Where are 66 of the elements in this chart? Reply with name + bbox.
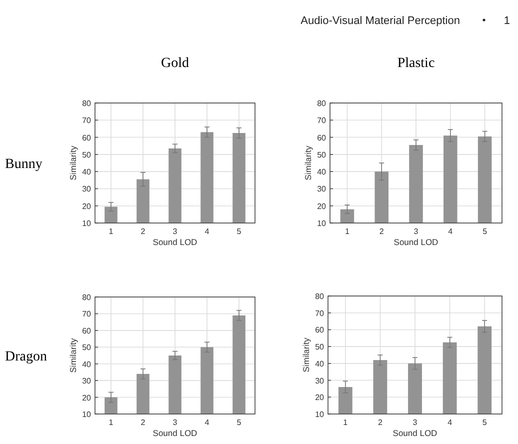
y-tick-label: 10 <box>82 410 92 419</box>
y-tick-label: 60 <box>317 133 327 142</box>
y-tick-label: 10 <box>82 219 92 228</box>
x-tick-label: 5 <box>236 418 242 427</box>
x-tick-label: 1 <box>344 227 350 236</box>
x-tick-label: 5 <box>482 418 488 427</box>
y-tick-label: 50 <box>317 150 327 160</box>
y-tick-label: 40 <box>82 168 92 177</box>
y-tick-label: 20 <box>315 393 325 402</box>
x-tick-label: 4 <box>204 418 210 427</box>
y-tick-label: 80 <box>82 99 92 108</box>
y-tick-label: 20 <box>82 393 92 402</box>
chart-title: Gold <box>161 56 189 71</box>
x-tick-label: 2 <box>140 418 146 427</box>
x-tick-label: 2 <box>378 418 383 427</box>
y-tick-label: 40 <box>82 360 92 369</box>
y-tick-label: 60 <box>82 133 92 142</box>
text: 1 <box>504 15 510 27</box>
y-tick-label: 10 <box>315 410 325 419</box>
x-tick-label: 2 <box>379 227 384 236</box>
x-axis-title: Sound LOD <box>392 428 438 438</box>
x-tick-label: 1 <box>108 227 114 236</box>
x-tick-label: 5 <box>236 227 242 236</box>
y-tick-label: 40 <box>315 359 325 368</box>
x-tick-label: 3 <box>172 227 178 236</box>
x-tick-label: 3 <box>172 418 178 427</box>
y-axis-title: Similarity <box>303 145 313 180</box>
x-tick-label: 3 <box>412 418 418 427</box>
y-tick-label: 80 <box>315 292 325 301</box>
y-tick-label: 30 <box>82 184 92 194</box>
x-tick-label: 5 <box>482 227 488 236</box>
y-tick-label: 50 <box>315 342 325 352</box>
x-tick-label: 4 <box>448 227 454 236</box>
y-tick-label: 70 <box>315 308 325 318</box>
y-tick-label: 60 <box>315 326 325 335</box>
y-axis-title: Similarity <box>68 145 78 180</box>
y-tick-label: 80 <box>317 99 327 108</box>
text: Bunny <box>5 157 42 172</box>
y-tick-label: 20 <box>317 202 327 211</box>
y-tick-label: 70 <box>82 310 92 319</box>
x-tick-label: 4 <box>204 227 210 236</box>
y-tick-label: 40 <box>317 168 327 177</box>
y-tick-label: 30 <box>315 376 325 386</box>
y-tick-label: 50 <box>82 150 92 160</box>
x-tick-label: 3 <box>414 227 419 236</box>
y-tick-label: 70 <box>82 116 92 126</box>
y-tick-label: 30 <box>317 184 327 194</box>
y-axis-title: Similarity <box>68 338 78 373</box>
x-tick-label: 2 <box>140 227 146 236</box>
y-tick-label: 70 <box>317 116 327 126</box>
x-tick-label: 1 <box>343 418 348 427</box>
chart-title: Plastic <box>397 56 435 71</box>
x-tick-label: 1 <box>108 418 114 427</box>
x-axis-title: Sound LOD <box>394 237 438 247</box>
x-axis-title: Sound LOD <box>152 428 198 438</box>
y-tick-label: 80 <box>82 293 92 302</box>
y-tick-label: 60 <box>82 326 92 336</box>
text: Dragon <box>5 350 47 364</box>
y-axis-title: Similarity <box>301 337 311 372</box>
y-tick-label: 20 <box>82 202 92 211</box>
x-tick-label: 4 <box>448 418 453 427</box>
x-axis-title: Sound LOD <box>152 237 198 247</box>
y-tick-label: 10 <box>317 219 327 228</box>
y-tick-label: 50 <box>82 343 92 352</box>
y-tick-label: 30 <box>82 376 92 386</box>
text: Audio-Visual Material Perception <box>300 15 460 27</box>
